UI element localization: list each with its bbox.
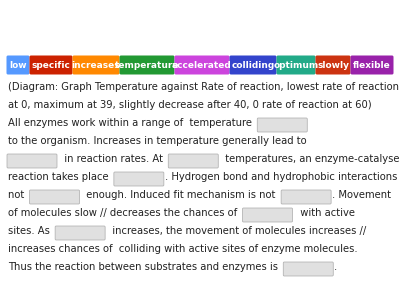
FancyBboxPatch shape — [230, 56, 276, 74]
FancyBboxPatch shape — [114, 172, 164, 186]
Text: temperatures, an enzyme-catalysed: temperatures, an enzyme-catalysed — [219, 154, 400, 164]
FancyBboxPatch shape — [6, 56, 30, 74]
Text: . Hydrogen bond and hydrophobic interactions are: . Hydrogen bond and hydrophobic interact… — [165, 172, 400, 182]
FancyBboxPatch shape — [276, 56, 316, 74]
Text: (Diagram: Graph Temperature against Rate of reaction, lowest rate of reaction: (Diagram: Graph Temperature against Rate… — [8, 82, 399, 92]
Text: flexible: flexible — [353, 61, 391, 70]
Text: increases, the movement of molecules increases //: increases, the movement of molecules inc… — [106, 226, 366, 236]
Text: optimum: optimum — [273, 61, 319, 70]
Text: of molecules slow // decreases the chances of: of molecules slow // decreases the chanc… — [8, 208, 244, 218]
Text: All enzymes work within a range of  temperature: All enzymes work within a range of tempe… — [8, 118, 258, 128]
FancyBboxPatch shape — [316, 56, 350, 74]
Text: Thus the reaction between substrates and enzymes is: Thus the reaction between substrates and… — [8, 262, 284, 272]
Text: temperature: temperature — [115, 61, 179, 70]
FancyBboxPatch shape — [30, 56, 72, 74]
Text: specific: specific — [32, 61, 70, 70]
FancyBboxPatch shape — [242, 208, 292, 222]
Text: reaction takes place: reaction takes place — [8, 172, 115, 182]
Text: .: . — [334, 262, 338, 272]
Text: at 0, maximum at 39, slightly decrease after 40, 0 rate of reaction at 60): at 0, maximum at 39, slightly decrease a… — [8, 100, 372, 110]
Text: with active: with active — [294, 208, 354, 218]
FancyBboxPatch shape — [281, 190, 331, 204]
Text: colliding: colliding — [231, 61, 275, 70]
Text: in reaction rates. At: in reaction rates. At — [58, 154, 169, 164]
FancyBboxPatch shape — [120, 56, 174, 74]
FancyBboxPatch shape — [7, 154, 57, 168]
Text: . Movement: . Movement — [332, 190, 391, 200]
FancyBboxPatch shape — [30, 190, 80, 204]
FancyBboxPatch shape — [350, 56, 394, 74]
Text: increases chances of  colliding with active sites of enzyme molecules.: increases chances of colliding with acti… — [8, 244, 358, 254]
FancyBboxPatch shape — [257, 118, 307, 132]
FancyBboxPatch shape — [55, 226, 105, 240]
FancyBboxPatch shape — [168, 154, 218, 168]
FancyBboxPatch shape — [174, 56, 230, 74]
Text: to the organism. Increases in temperature generally lead to: to the organism. Increases in temperatur… — [8, 136, 307, 146]
FancyBboxPatch shape — [283, 262, 333, 276]
FancyBboxPatch shape — [72, 56, 120, 74]
Text: low: low — [9, 61, 27, 70]
Text: slowly: slowly — [317, 61, 349, 70]
Text: enough. Induced fit mechanism is not: enough. Induced fit mechanism is not — [80, 190, 282, 200]
Text: increases: increases — [72, 61, 120, 70]
Text: not: not — [8, 190, 30, 200]
Text: accelerated: accelerated — [172, 61, 232, 70]
Text: sites. As: sites. As — [8, 226, 56, 236]
